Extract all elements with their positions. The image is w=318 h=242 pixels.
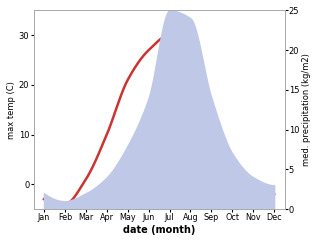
X-axis label: date (month): date (month) — [123, 225, 195, 235]
Y-axis label: max temp (C): max temp (C) — [7, 81, 16, 139]
Y-axis label: med. precipitation (kg/m2): med. precipitation (kg/m2) — [302, 53, 311, 166]
